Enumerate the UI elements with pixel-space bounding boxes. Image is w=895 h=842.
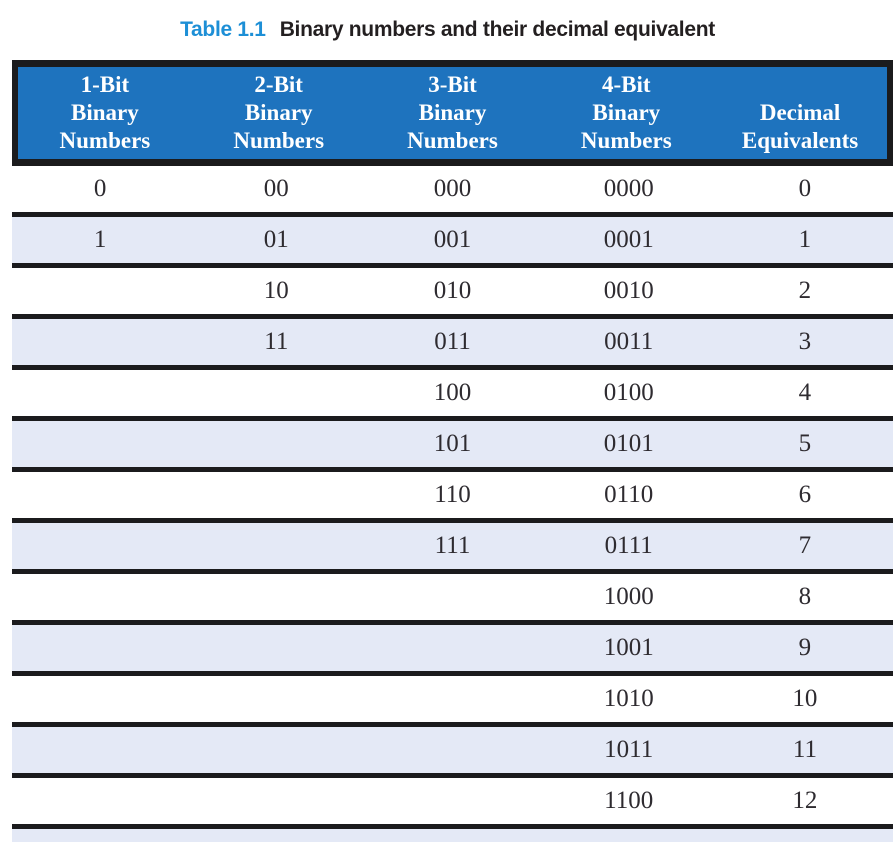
table-cell: 1010 <box>603 685 654 712</box>
column-header-line: 1-Bit <box>80 72 130 97</box>
table-row: 1001 9 <box>12 625 893 676</box>
table-cell: 011 <box>434 328 471 355</box>
table-cell: 01 <box>263 226 289 253</box>
table-cell: 110 <box>434 481 471 508</box>
column-header-line: Binary <box>71 100 139 125</box>
column-header-1-bit-binary: 1-Bit Binary Numbers <box>18 67 192 159</box>
column-header-line: Numbers <box>59 128 151 153</box>
table-cell: 1 <box>93 226 107 253</box>
table-cell: 12 <box>792 787 818 814</box>
column-header-decimal: Decimal Equivalents <box>713 67 887 159</box>
table-body: 0 00 000 0000 0 1 01 001 0001 1 10 010 0010 2 11 011 001… <box>12 166 893 829</box>
column-header-line: Numbers <box>233 128 325 153</box>
table-cell: 10 <box>263 277 289 304</box>
table-row: 101 0101 5 <box>12 421 893 472</box>
table-cell: 6 <box>798 481 812 508</box>
table-row: 110 0110 6 <box>12 472 893 523</box>
table-cell: 101 <box>433 430 472 457</box>
column-header-line: Equivalents <box>741 128 859 153</box>
binary-decimal-table: 1-Bit Binary Numbers 2-Bit Binary Numbers 3-Bi… <box>12 60 893 842</box>
table-cell: 0 <box>798 175 812 202</box>
column-header-line: Binary <box>244 100 313 125</box>
column-header-line: 2-Bit <box>254 72 303 97</box>
column-header-line: 3-Bit <box>428 72 477 97</box>
table-caption-text: Binary numbers and their decimal equival… <box>279 18 716 41</box>
table-cell: 00 <box>263 175 289 202</box>
table-header-row: 1-Bit Binary Numbers 2-Bit Binary Numbers 3-Bi… <box>12 60 893 166</box>
table-cell: 1000 <box>603 583 654 610</box>
table-cell: 0 <box>93 175 107 202</box>
table-caption: Table 1.1 Binary numbers and their decima… <box>0 18 895 42</box>
column-header-line: Numbers <box>580 128 672 153</box>
table-cell: 0011 <box>604 328 654 355</box>
column-header-line: Binary <box>418 100 487 125</box>
table-cell: 000 <box>433 175 472 202</box>
table-cell: 1100 <box>604 787 654 814</box>
table-caption-label: Table 1.1 <box>180 18 266 41</box>
table-row: 1000 8 <box>12 574 893 625</box>
column-header-line: Decimal <box>759 100 841 125</box>
column-header-3-bit-binary: 3-Bit Binary Numbers <box>366 67 540 159</box>
table-cell: 100 <box>433 379 472 406</box>
table-cell: 0110 <box>604 481 654 508</box>
table-cell: 5 <box>798 430 812 457</box>
table-cell: 7 <box>798 532 812 559</box>
table-cell: 1011 <box>604 736 654 763</box>
table-cell: 0101 <box>603 430 654 457</box>
table-cell: 8 <box>798 583 812 610</box>
table-cell: 0100 <box>603 379 654 406</box>
table-cell: 4 <box>798 379 812 406</box>
table-cell: 9 <box>798 634 812 661</box>
table-cell: 0001 <box>603 226 654 253</box>
table-row: 1011 11 <box>12 727 893 778</box>
table-row: 11 011 0011 3 <box>12 319 893 370</box>
column-header-4-bit-binary: 4-Bit Binary Numbers <box>539 67 713 159</box>
column-header-line: Numbers <box>407 128 498 153</box>
table-row: 10 010 0010 2 <box>12 268 893 319</box>
table-row: 1100 12 <box>12 778 893 829</box>
table-row: 0 00 000 0000 0 <box>12 166 893 217</box>
table-cell: 0010 <box>603 277 654 304</box>
table-row: 1010 10 <box>12 676 893 727</box>
column-header-2-bit-binary: 2-Bit Binary Numbers <box>192 67 366 159</box>
table-cell: 1 <box>798 226 812 253</box>
table-cell: 11 <box>264 328 289 355</box>
table-row: 1 01 001 0001 1 <box>12 217 893 268</box>
table-cell: 001 <box>433 226 472 253</box>
table-row: 100 0100 4 <box>12 370 893 421</box>
table-cell: 111 <box>434 532 471 559</box>
column-header-line: Binary <box>592 100 661 125</box>
table-cell: 0000 <box>603 175 654 202</box>
table-cell: 010 <box>433 277 472 304</box>
table-cell: 11 <box>792 736 817 763</box>
table-row: 111 0111 7 <box>12 523 893 574</box>
table-cell: 10 <box>792 685 818 712</box>
table-cell: 2 <box>798 277 812 304</box>
table-cell: 0111 <box>604 532 653 559</box>
table-row-partial <box>12 829 893 842</box>
table-cell: 1001 <box>603 634 654 661</box>
column-header-line: 4-Bit <box>602 72 651 97</box>
table-cell: 3 <box>798 328 812 355</box>
